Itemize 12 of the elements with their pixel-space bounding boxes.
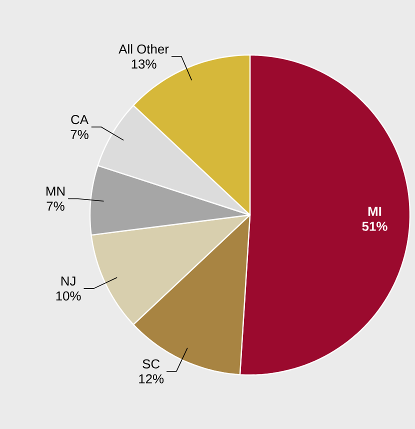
slice-label: SC: [142, 359, 160, 368]
slice-label: All Other: [118, 44, 169, 54]
data-label: 51%: [362, 222, 388, 231]
data-label: 10%: [56, 291, 81, 301]
slice-label: CA: [71, 114, 88, 124]
data-label: 12%: [139, 374, 164, 384]
slice-label: MN: [46, 186, 65, 196]
data-label: 13%: [132, 59, 156, 69]
slice-label: NJ: [61, 276, 76, 286]
data-label: 7%: [46, 202, 64, 211]
data-label: 7%: [70, 130, 88, 140]
slice-label: MI: [368, 206, 382, 216]
